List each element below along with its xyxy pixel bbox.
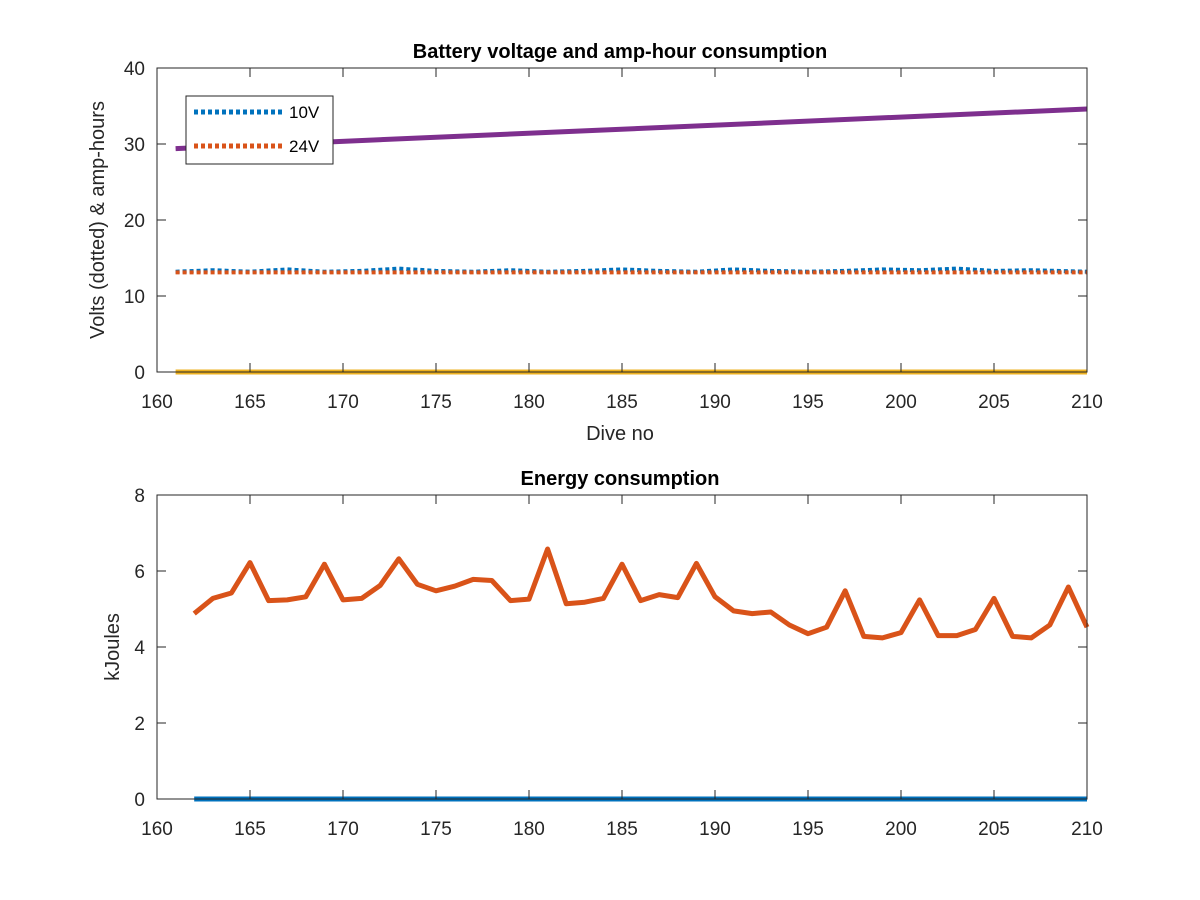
voltage-legend: 10V 24V bbox=[185, 95, 334, 165]
energy-x-tick-label: 200 bbox=[885, 819, 917, 840]
voltage-y-tick-label: 20 bbox=[124, 211, 145, 232]
voltage-x-tick-label: 200 bbox=[885, 392, 917, 413]
legend-label-24v: 24V bbox=[289, 137, 320, 156]
energy-y-axis-label: kJoules bbox=[102, 613, 124, 681]
voltage-y-tick-label: 30 bbox=[124, 135, 145, 156]
voltage-x-tick-label: 160 bbox=[141, 392, 173, 413]
voltage-chart-title: Battery voltage and amp-hour consumption bbox=[413, 41, 827, 63]
energy-axes-box bbox=[156, 494, 1088, 800]
voltage-x-tick-label: 205 bbox=[978, 392, 1010, 413]
energy-axes: Energy consumption 160 165 170 175 180 185 190… bbox=[102, 468, 1103, 840]
energy-y-tick-label: 2 bbox=[134, 714, 145, 735]
energy-y-tick-label: 6 bbox=[134, 562, 145, 583]
voltage-x-tick-label: 170 bbox=[327, 392, 359, 413]
voltage-x-tick-label: 210 bbox=[1071, 392, 1103, 413]
energy-x-tick-label: 160 bbox=[141, 819, 173, 840]
voltage-x-axis-label: Dive no bbox=[586, 423, 654, 445]
legend-label-10v: 10V bbox=[289, 103, 320, 122]
energy-x-tick-label: 165 bbox=[234, 819, 266, 840]
energy-y-tick-label: 8 bbox=[134, 486, 145, 507]
energy-x-tick-label: 185 bbox=[606, 819, 638, 840]
voltage-y-tick-label: 40 bbox=[124, 59, 145, 80]
legend-box bbox=[185, 95, 334, 165]
energy-x-tick-label: 205 bbox=[978, 819, 1010, 840]
voltage-x-tick-label: 185 bbox=[606, 392, 638, 413]
voltage-x-tick-label: 165 bbox=[234, 392, 266, 413]
energy-x-tick-label: 175 bbox=[420, 819, 452, 840]
energy-x-tick-label: 210 bbox=[1071, 819, 1103, 840]
energy-y-tick-label: 4 bbox=[134, 638, 145, 659]
voltage-x-tick-label: 175 bbox=[420, 392, 452, 413]
voltage-y-tick-label: 0 bbox=[134, 363, 145, 384]
energy-series-group bbox=[192, 546, 1090, 802]
energy-chart-title: Energy consumption bbox=[521, 468, 720, 490]
voltage-axes: Battery voltage and amp-hour consumption… bbox=[87, 41, 1103, 445]
energy-x-tick-label: 195 bbox=[792, 819, 824, 840]
voltage-y-tick-label: 10 bbox=[124, 287, 145, 308]
energy-y-tick-label: 0 bbox=[134, 790, 145, 811]
voltage-x-tick-label: 190 bbox=[699, 392, 731, 413]
energy-series-energy-line bbox=[192, 546, 1090, 641]
voltage-y-axis-label: Volts (dotted) & amp-hours bbox=[87, 101, 109, 339]
voltage-x-tick-label: 195 bbox=[792, 392, 824, 413]
energy-x-tick-label: 190 bbox=[699, 819, 731, 840]
energy-x-tick-label: 170 bbox=[327, 819, 359, 840]
voltage-x-tick-label: 180 bbox=[513, 392, 545, 413]
energy-x-tick-label: 180 bbox=[513, 819, 545, 840]
